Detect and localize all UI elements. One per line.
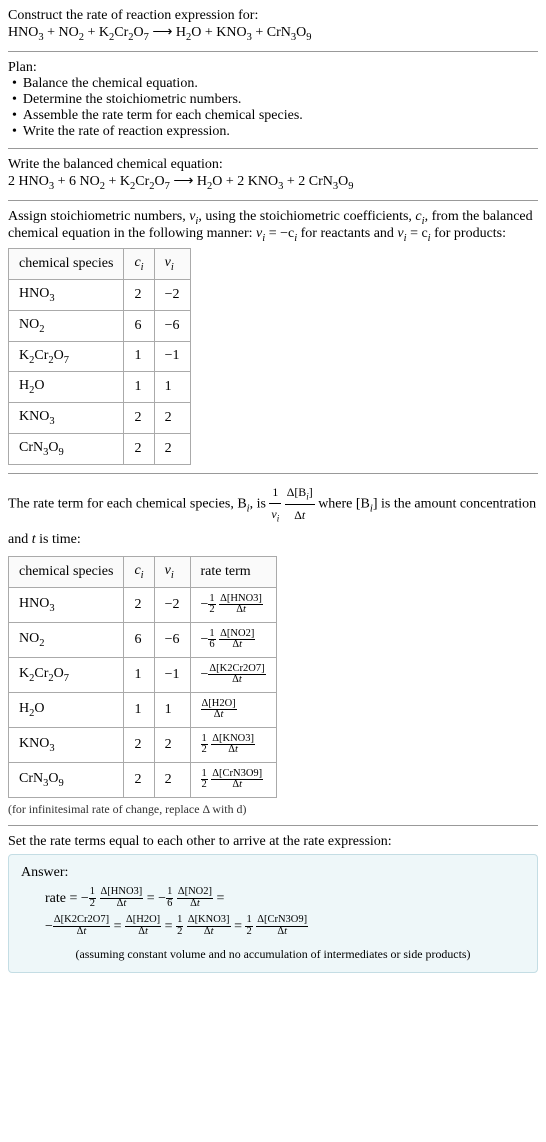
divider bbox=[8, 200, 538, 201]
balanced-title: Write the balanced chemical equation: bbox=[8, 157, 538, 173]
construct-line: Construct the rate of reaction expressio… bbox=[8, 8, 538, 24]
plan-section: Plan: •Balance the chemical equation.•De… bbox=[8, 60, 538, 140]
table-row: HNO32−2−12 Δ[HNO3]Δt bbox=[9, 587, 277, 622]
table-row: CrN3O922 bbox=[9, 433, 191, 464]
table-row: HNO32−2 bbox=[9, 279, 191, 310]
assign-text: Assign stoichiometric numbers, νi, using… bbox=[8, 209, 533, 242]
balanced-equation: 2 HNO3 + 6 NO2 + K2Cr2O7 ⟶ H2O + 2 KNO3 … bbox=[8, 173, 538, 192]
plan-list: •Balance the chemical equation.•Determin… bbox=[8, 76, 538, 140]
plan-item: •Determine the stoichiometric numbers. bbox=[12, 92, 538, 108]
divider bbox=[8, 473, 538, 474]
divider bbox=[8, 825, 538, 826]
table-row: K2Cr2O71−1−Δ[K2Cr2O7]Δt bbox=[9, 657, 277, 692]
table-row: KNO32212 Δ[KNO3]Δt bbox=[9, 727, 277, 762]
header-section: Construct the rate of reaction expressio… bbox=[8, 8, 538, 43]
table-row: NO26−6 bbox=[9, 310, 191, 341]
rateterm-table: chemical speciesciνirate termHNO32−2−12 … bbox=[8, 556, 277, 798]
answer-box: Answer: rate = −12 Δ[HNO3]Δt = −16 Δ[NO2… bbox=[8, 854, 538, 973]
rateterm-section: The rate term for each chemical species,… bbox=[8, 482, 538, 817]
infinitesimal-note: (for infinitesimal rate of change, repla… bbox=[8, 802, 538, 817]
final-title: Set the rate terms equal to each other t… bbox=[8, 834, 538, 850]
stoich-table: chemical speciesciνiHNO32−2NO26−6K2Cr2O7… bbox=[8, 248, 191, 465]
plan-item: •Balance the chemical equation. bbox=[12, 76, 538, 92]
answer-rate-expression: rate = −12 Δ[HNO3]Δt = −16 Δ[NO2]Δt =−Δ[… bbox=[21, 885, 525, 941]
plan-item: •Assemble the rate term for each chemica… bbox=[12, 108, 538, 124]
balanced-section: Write the balanced chemical equation: 2 … bbox=[8, 157, 538, 192]
table-row: NO26−6−16 Δ[NO2]Δt bbox=[9, 622, 277, 657]
plan-title: Plan: bbox=[8, 60, 538, 76]
answer-assumption: (assuming constant volume and no accumul… bbox=[21, 947, 525, 962]
table-row: H2O11 bbox=[9, 372, 191, 403]
table-row: H2O11Δ[H2O]Δt bbox=[9, 692, 277, 727]
divider bbox=[8, 148, 538, 149]
rateterm-text: The rate term for each chemical species,… bbox=[8, 482, 538, 552]
unbalanced-equation: HNO3 + NO2 + K2Cr2O7 ⟶ H2O + KNO3 + CrN3… bbox=[8, 24, 538, 43]
assign-section: Assign stoichiometric numbers, νi, using… bbox=[8, 209, 538, 465]
table-row: KNO322 bbox=[9, 403, 191, 434]
divider bbox=[8, 51, 538, 52]
table-row: K2Cr2O71−1 bbox=[9, 341, 191, 372]
table-row: CrN3O92212 Δ[CrN3O9]Δt bbox=[9, 762, 277, 797]
answer-label: Answer: bbox=[21, 865, 525, 881]
plan-item: •Write the rate of reaction expression. bbox=[12, 124, 538, 140]
final-section: Set the rate terms equal to each other t… bbox=[8, 834, 538, 973]
